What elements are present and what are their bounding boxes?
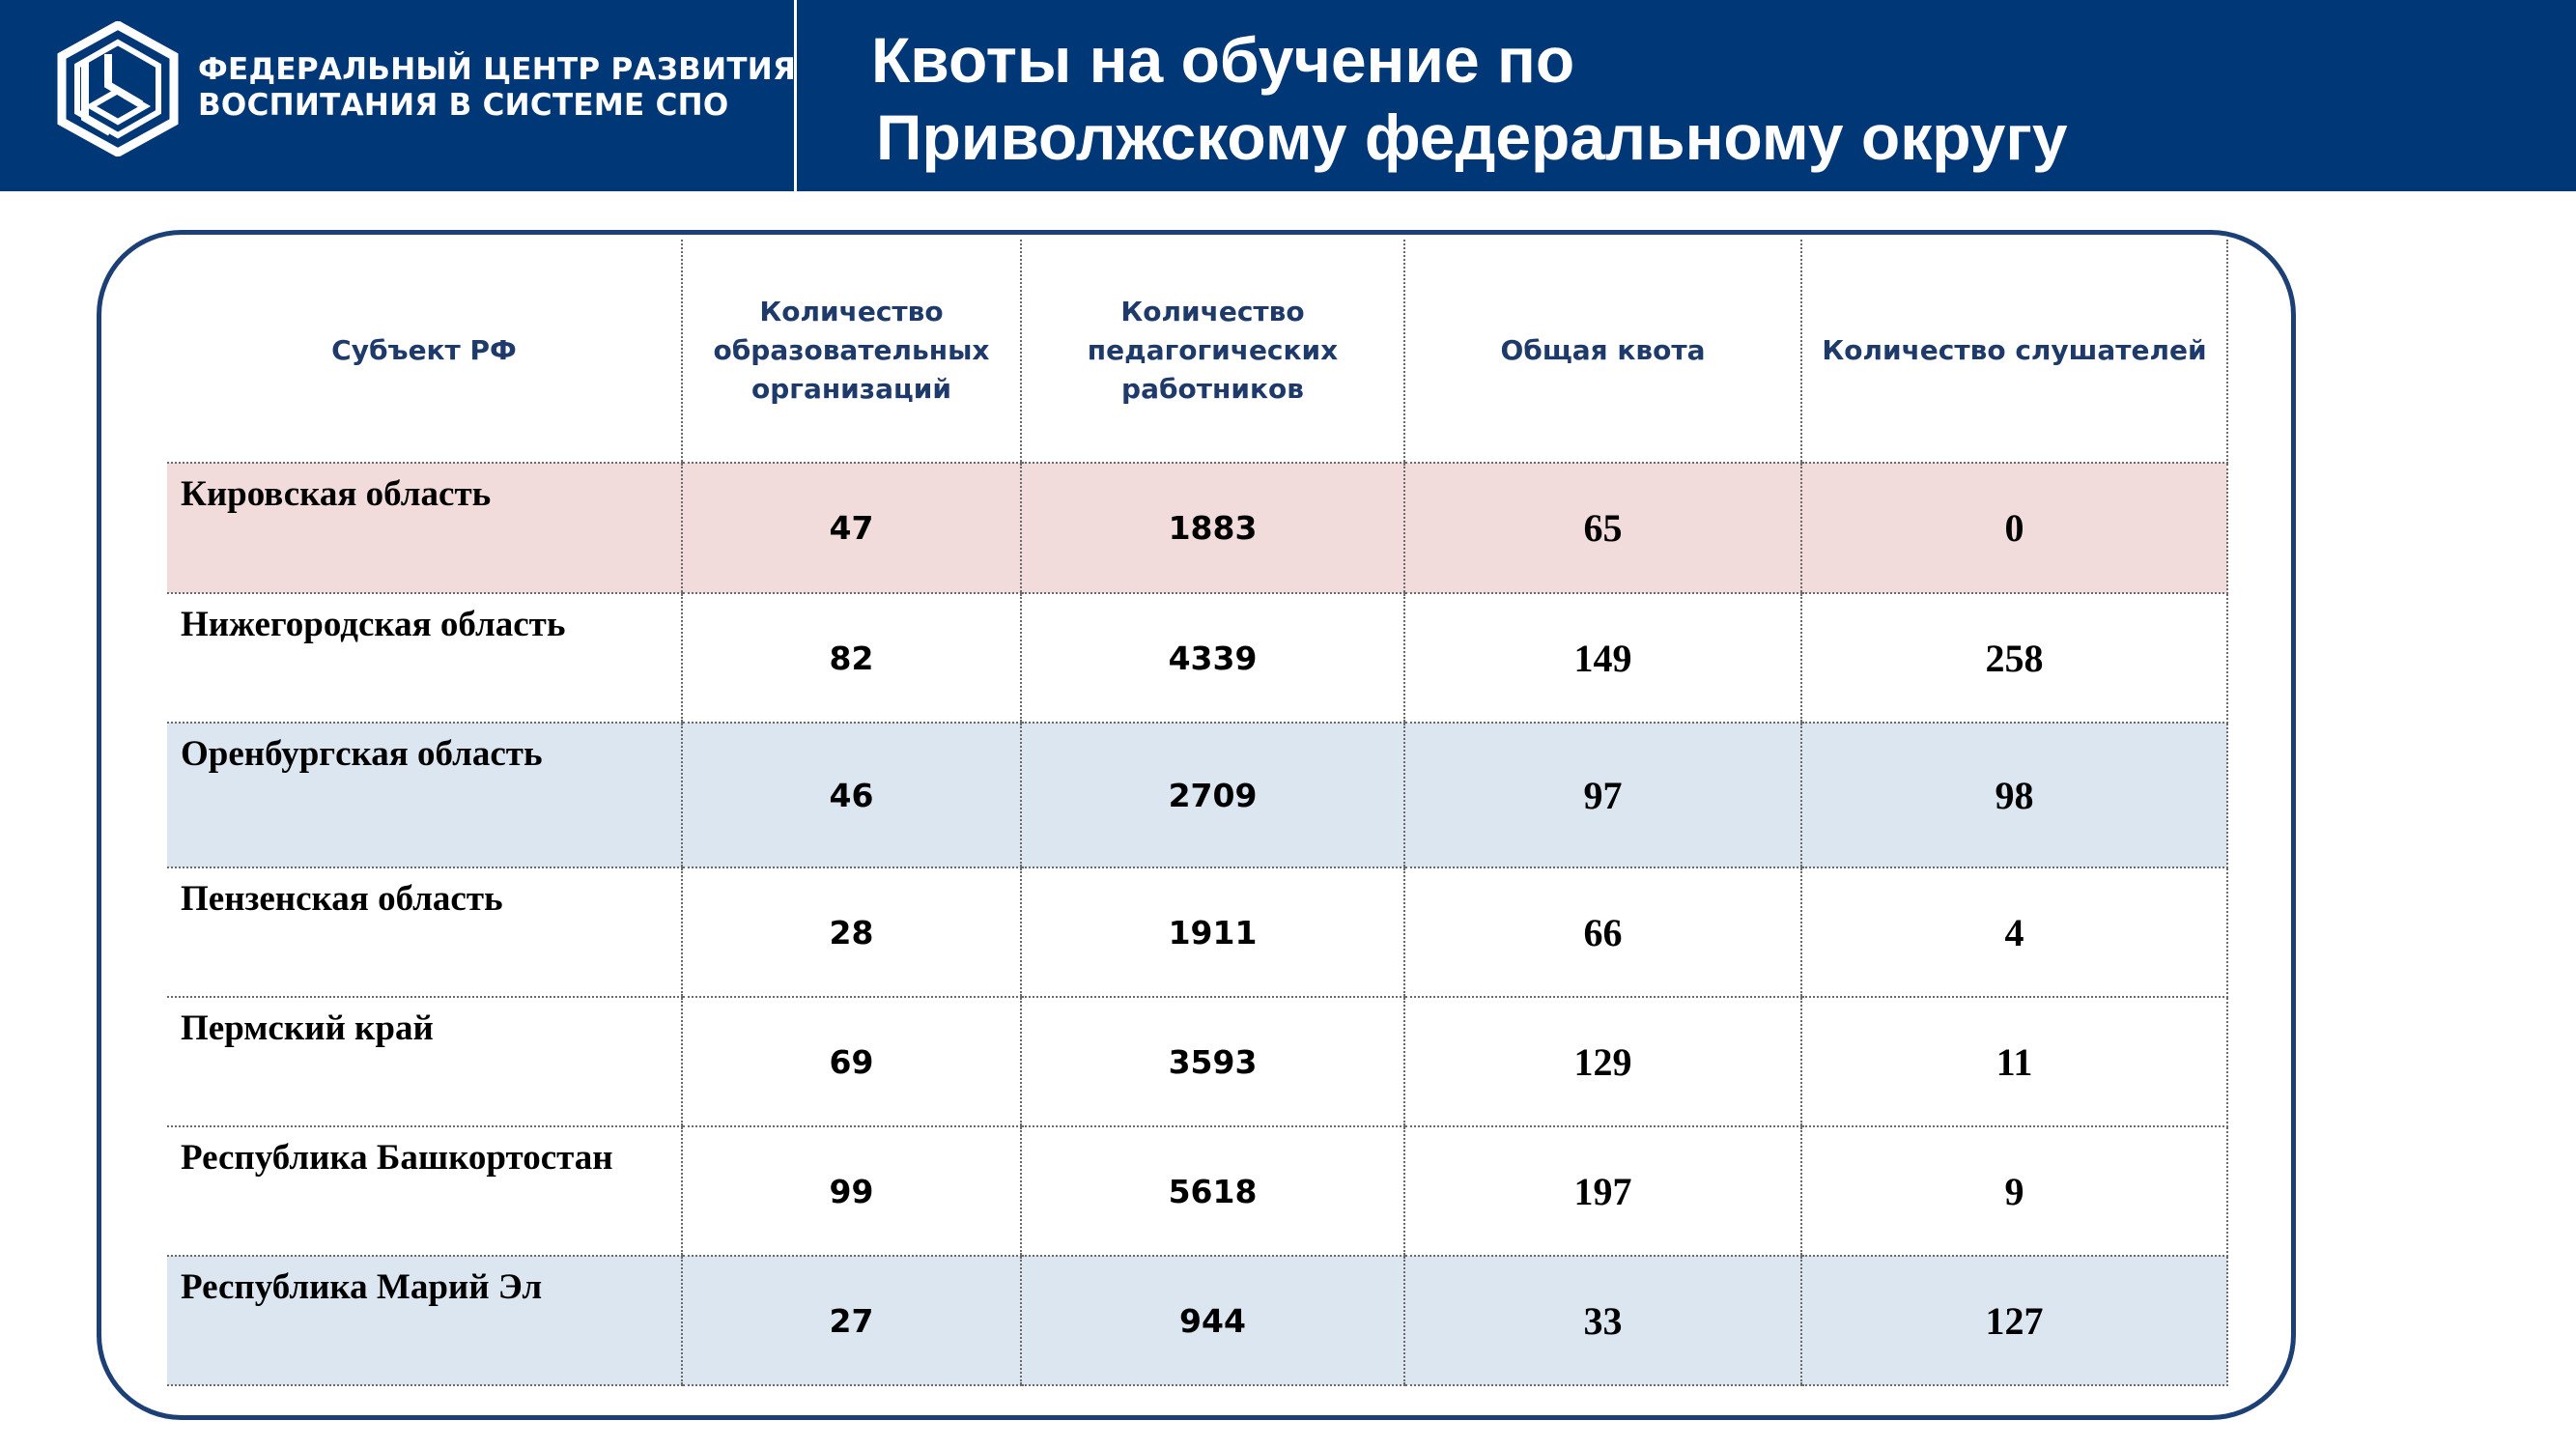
column-header-region: Субъект РФ	[167, 240, 682, 464]
orgs-cell: 46	[681, 723, 1021, 868]
teachers-cell: 5618	[1020, 1126, 1404, 1257]
column-header-orgs: Количество образовательных организаций	[681, 240, 1021, 464]
orgs-cell: 99	[681, 1126, 1021, 1257]
region-cell: Пензенская область	[167, 867, 682, 998]
listeners-cell: 98	[1800, 723, 2228, 868]
listeners-cell: 0	[1800, 463, 2228, 594]
table-row: Республика Башкортостан 99 5618 197 9	[167, 1126, 2228, 1257]
table-frame	[97, 230, 2296, 1420]
quota-cell: 129	[1403, 997, 1801, 1127]
teachers-cell: 3593	[1020, 997, 1404, 1127]
orgs-cell: 47	[681, 463, 1021, 594]
orgs-cell: 27	[681, 1256, 1021, 1386]
org-name-line2: ВОСПИТАНИЯ В СИСТЕМЕ СПО	[198, 88, 729, 123]
region-cell: Оренбургская область	[167, 723, 682, 868]
region-cell: Нижегородская область	[167, 593, 682, 724]
quota-cell: 65	[1403, 463, 1801, 594]
table-row: Оренбургская область 46 2709 97 98	[167, 723, 2228, 868]
table-row: Кировская область 47 1883 65 0	[167, 463, 2228, 594]
table-row: Нижегородская область 82 4339 149 258	[167, 593, 2228, 724]
region-cell: Республика Башкортостан	[167, 1126, 682, 1257]
quota-table: Субъект РФ Количество образовательных ор…	[167, 240, 2228, 1386]
orgs-cell: 28	[681, 867, 1021, 998]
listeners-cell: 4	[1800, 867, 2228, 998]
teachers-cell: 1883	[1020, 463, 1404, 594]
table-row: Пензенская область 28 1911 66 4	[167, 867, 2228, 998]
page-title-line1: Квоты на обучение по	[871, 24, 1575, 96]
listeners-cell: 258	[1800, 593, 2228, 724]
header-bar: ФЕДЕРАЛЬНЫЙ ЦЕНТР РАЗВИТИЯ ВОСПИТАНИЯ В …	[0, 0, 2576, 191]
teachers-cell: 944	[1020, 1256, 1404, 1386]
table-row: Пермский край 69 3593 129 11	[167, 997, 2228, 1127]
teachers-cell: 2709	[1020, 723, 1404, 868]
column-header-teachers: Количество педагогических работников	[1020, 240, 1404, 464]
region-cell: Пермский край	[167, 997, 682, 1127]
quota-cell: 197	[1403, 1126, 1801, 1257]
column-header-quota: Общая квота	[1403, 240, 1801, 464]
quota-cell: 149	[1403, 593, 1801, 724]
region-cell: Кировская область	[167, 463, 682, 594]
teachers-cell: 4339	[1020, 593, 1404, 724]
hexagon-logo-icon	[57, 21, 179, 156]
orgs-cell: 69	[681, 997, 1021, 1127]
org-name-line1: ФЕДЕРАЛЬНЫЙ ЦЕНТР РАЗВИТИЯ	[198, 52, 797, 87]
header-divider	[794, 0, 797, 191]
listeners-cell: 9	[1800, 1126, 2228, 1257]
page-title: Квоты на обучение по Приволжскому федера…	[871, 21, 2068, 176]
quota-cell: 66	[1403, 867, 1801, 998]
orgs-cell: 82	[681, 593, 1021, 724]
table-header-row: Субъект РФ Количество образовательных ор…	[167, 240, 2228, 464]
org-name: ФЕДЕРАЛЬНЫЙ ЦЕНТР РАЗВИТИЯ ВОСПИТАНИЯ В …	[198, 52, 796, 124]
region-cell: Республика Марий Эл	[167, 1256, 682, 1386]
column-header-listeners: Количество слушателей	[1800, 240, 2228, 464]
quota-cell: 33	[1403, 1256, 1801, 1386]
table-row: Республика Марий Эл 27 944 33 127	[167, 1256, 2228, 1386]
listeners-cell: 11	[1800, 997, 2228, 1127]
quota-cell: 97	[1403, 723, 1801, 868]
teachers-cell: 1911	[1020, 867, 1404, 998]
page-title-line2: Приволжскому федеральному округу	[876, 101, 2068, 173]
listeners-cell: 127	[1800, 1256, 2228, 1386]
